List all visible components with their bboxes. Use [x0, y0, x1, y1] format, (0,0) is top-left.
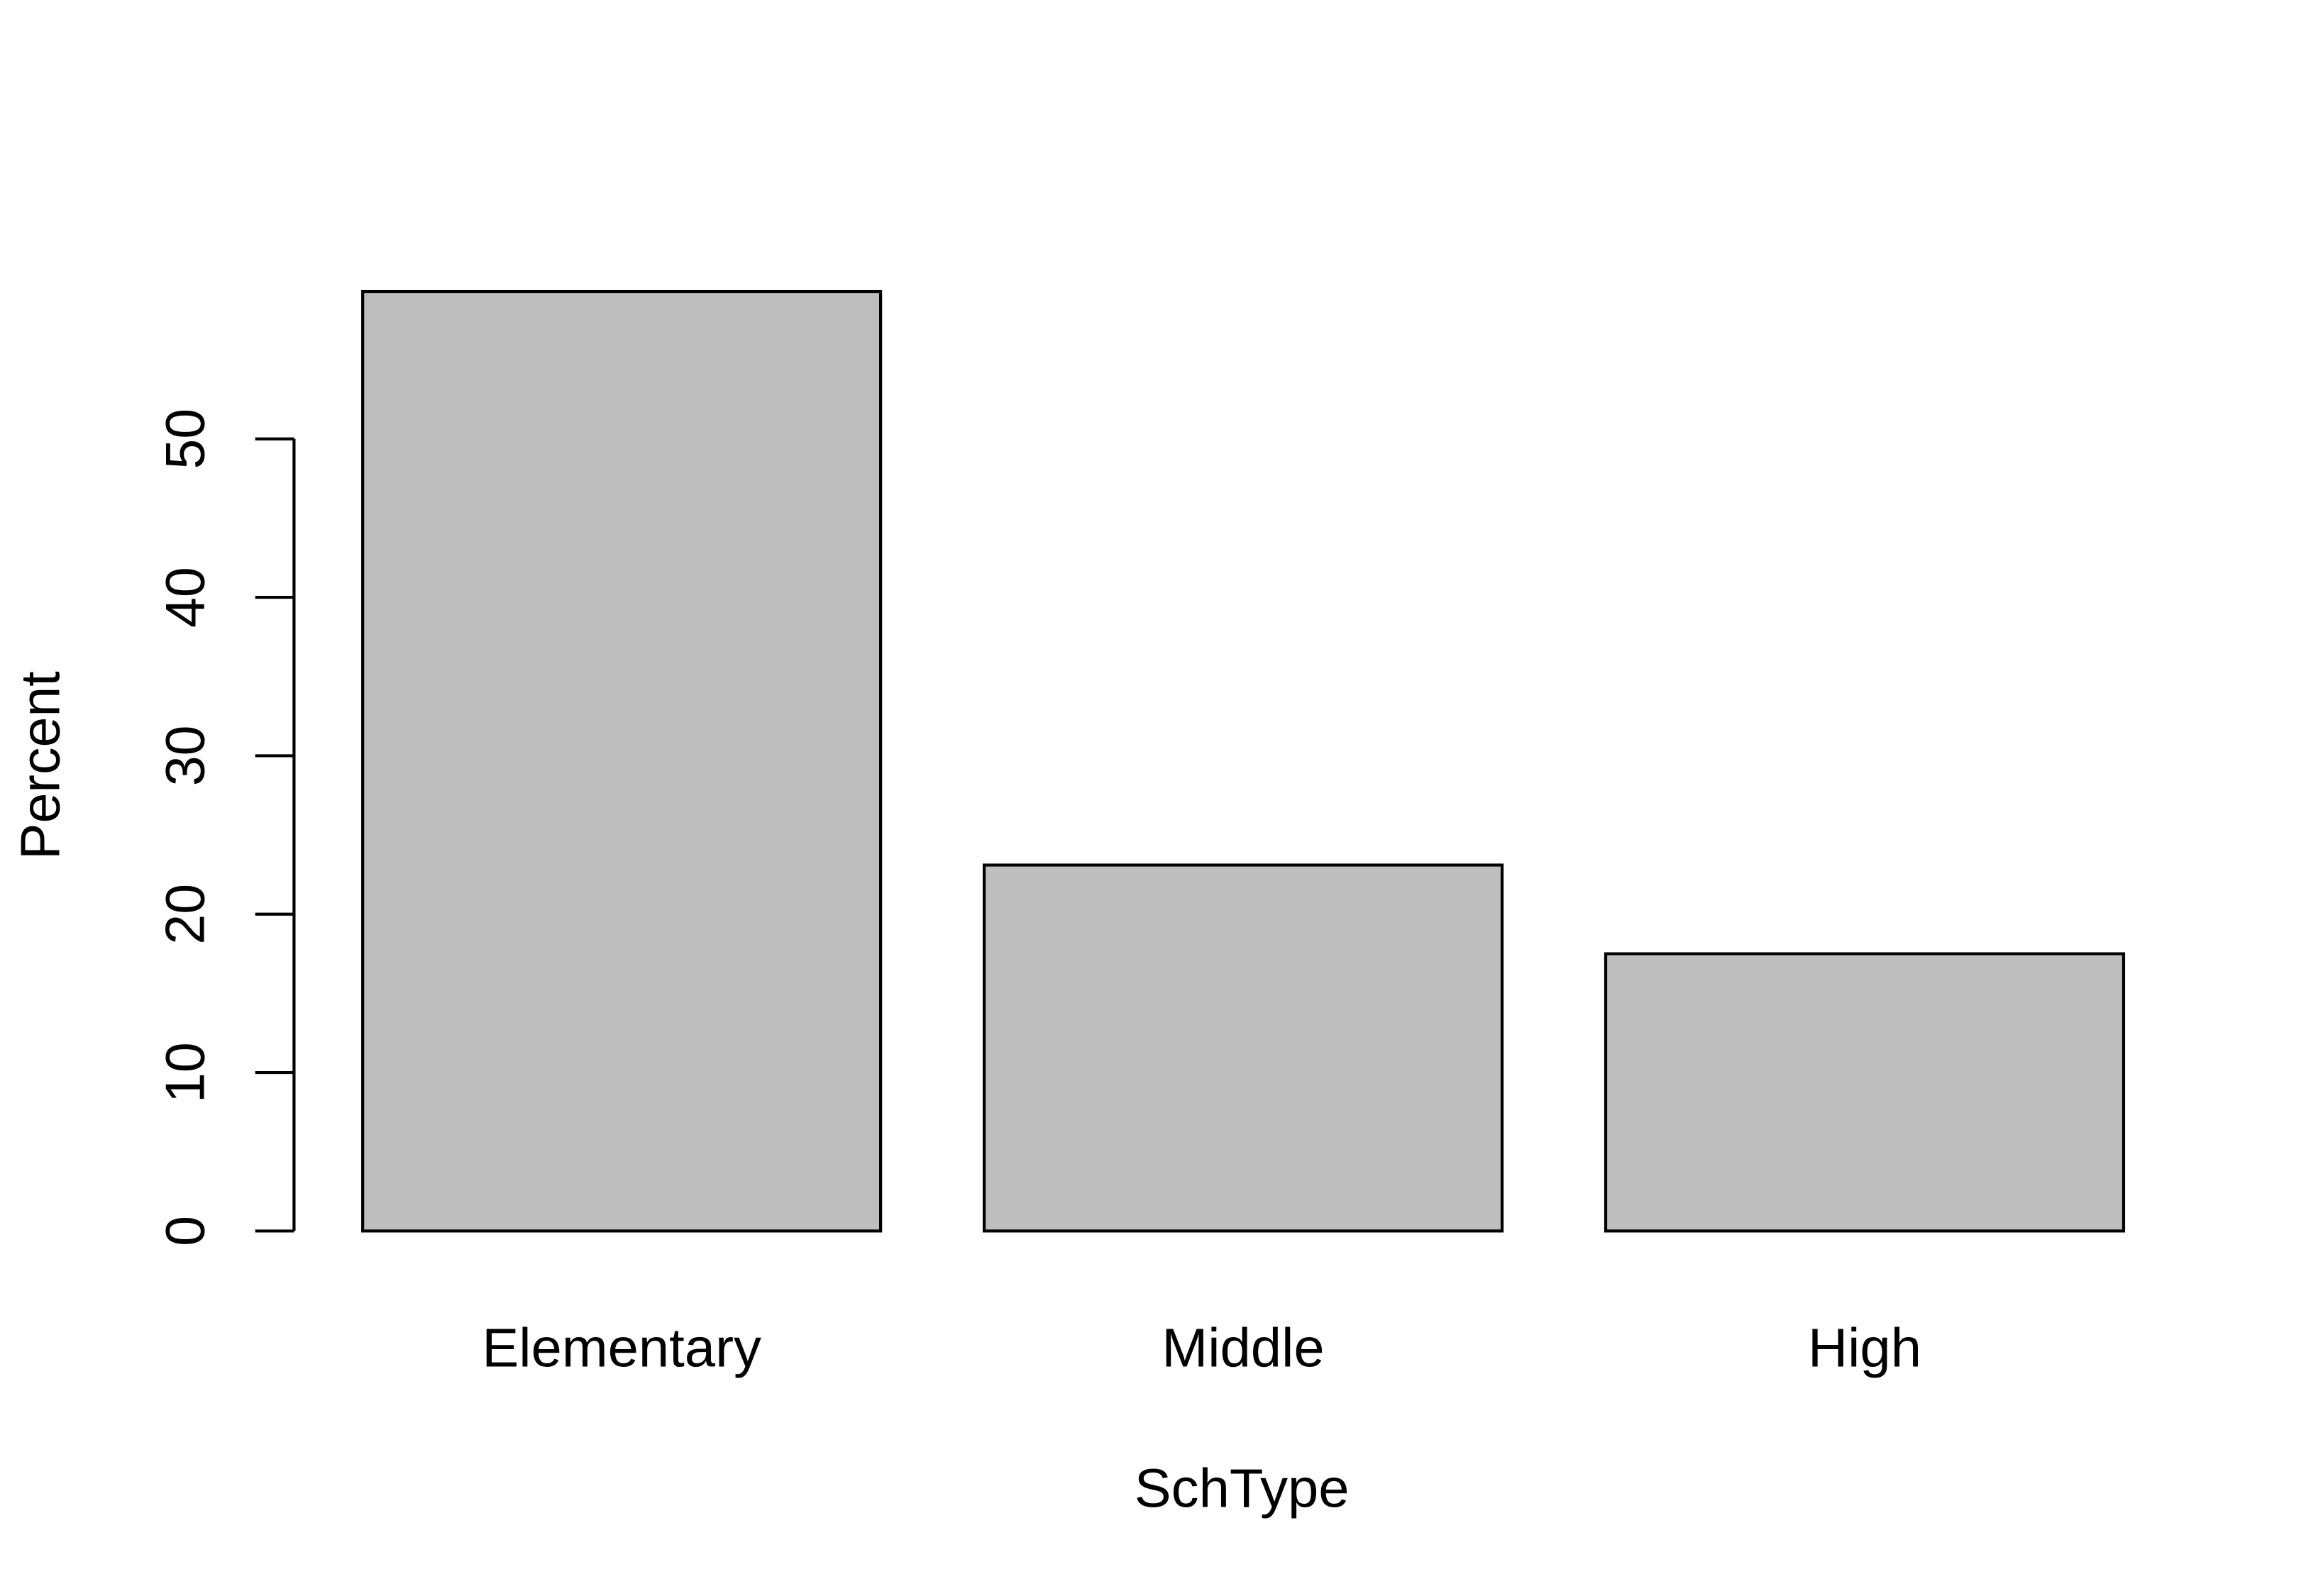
y-tick-label: 30	[155, 726, 216, 787]
x-tick-label: High	[1808, 1318, 1921, 1379]
x-tick-label: Elementary	[482, 1318, 761, 1379]
y-tick-label: 0	[155, 1216, 216, 1246]
bar	[982, 863, 1504, 1233]
y-tick-label: 40	[155, 567, 216, 628]
x-tick-label: Middle	[1162, 1318, 1324, 1379]
x-axis-title: SchType	[1135, 1458, 1350, 1519]
bar	[1604, 952, 2126, 1233]
y-axis-title: Percent	[10, 671, 71, 860]
y-tick-label: 50	[155, 409, 216, 470]
bar	[361, 289, 883, 1233]
y-tick-label: 20	[155, 884, 216, 945]
y-tick-label: 10	[155, 1042, 216, 1103]
